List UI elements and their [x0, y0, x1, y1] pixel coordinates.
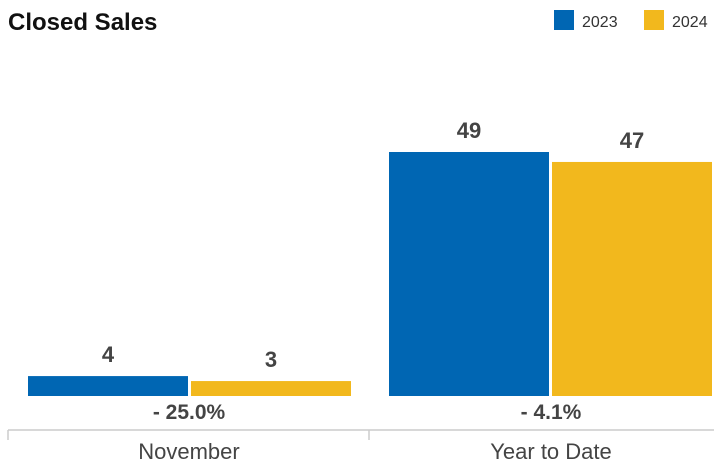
- value-label-ytd-2024: 47: [620, 128, 644, 153]
- bars-group: [28, 152, 712, 396]
- category-label-ytd: Year to Date: [490, 439, 612, 464]
- bar-ytd-2024: [552, 161, 712, 396]
- value-label-ytd-2023: 49: [457, 118, 481, 143]
- legend-swatch-2024: [644, 10, 664, 30]
- legend: 2023 2024: [554, 10, 708, 31]
- bar-november-2024: [191, 381, 351, 396]
- legend-label-2024: 2024: [672, 14, 708, 31]
- chart-title: Closed Sales: [8, 9, 157, 36]
- value-label-november-2023: 4: [102, 342, 115, 367]
- category-label-november: November: [138, 439, 239, 464]
- x-axis: [7, 429, 714, 440]
- percent-change-november: - 25.0%: [153, 401, 226, 424]
- value-labels-group: 4 3 49 47: [102, 118, 644, 372]
- value-label-november-2024: 3: [265, 347, 277, 372]
- bar-ytd-2023: [389, 152, 549, 396]
- legend-swatch-2023: [554, 10, 574, 30]
- percent-change-ytd: - 4.1%: [521, 401, 582, 424]
- bar-november-2023: [28, 376, 188, 396]
- legend-label-2023: 2023: [582, 14, 618, 31]
